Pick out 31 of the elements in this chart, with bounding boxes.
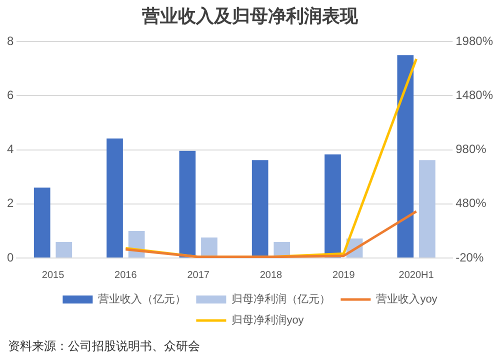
y-tick-label: 2	[6, 196, 14, 210]
bar	[324, 154, 341, 258]
bar	[419, 160, 436, 258]
chart-title: 营业收入及归母净利润表现	[141, 6, 359, 26]
bar	[201, 237, 218, 258]
legend-label: 归母净利润yoy	[232, 314, 304, 327]
bar	[252, 160, 268, 258]
y-tick-label: 4	[6, 142, 14, 156]
legend-label: 营业收入（亿元）	[98, 292, 186, 306]
x-tick-label: 2016	[114, 270, 138, 281]
x-tick-label: 2020H1	[398, 270, 434, 281]
y2-tick-label: 480%	[456, 196, 487, 210]
text: 资料来源：公司招股说明书、众研会	[8, 338, 200, 355]
y-tick-label: 8	[6, 34, 14, 48]
legend-label: 营业收入yoy	[376, 292, 438, 306]
legend-label: 归母净利润（亿元）	[232, 292, 331, 306]
x-tick-label: 2017	[187, 270, 210, 281]
y2-tick-label: 1980%	[456, 34, 494, 48]
x-tick-label: 2019	[332, 270, 356, 281]
bar	[397, 55, 414, 258]
y2-tick-label: 1480%	[456, 88, 494, 102]
y-tick-label: 0	[6, 250, 14, 264]
y2-tick-label: 980%	[456, 142, 487, 156]
bar	[34, 188, 50, 258]
x-tick-label: 2015	[42, 270, 65, 281]
bar	[56, 242, 72, 258]
bar	[106, 138, 123, 258]
bar	[179, 150, 196, 258]
y2-tick-label: -20%	[456, 250, 484, 264]
x-tick-label: 2018	[260, 270, 283, 281]
y-tick-label: 6	[6, 88, 14, 102]
